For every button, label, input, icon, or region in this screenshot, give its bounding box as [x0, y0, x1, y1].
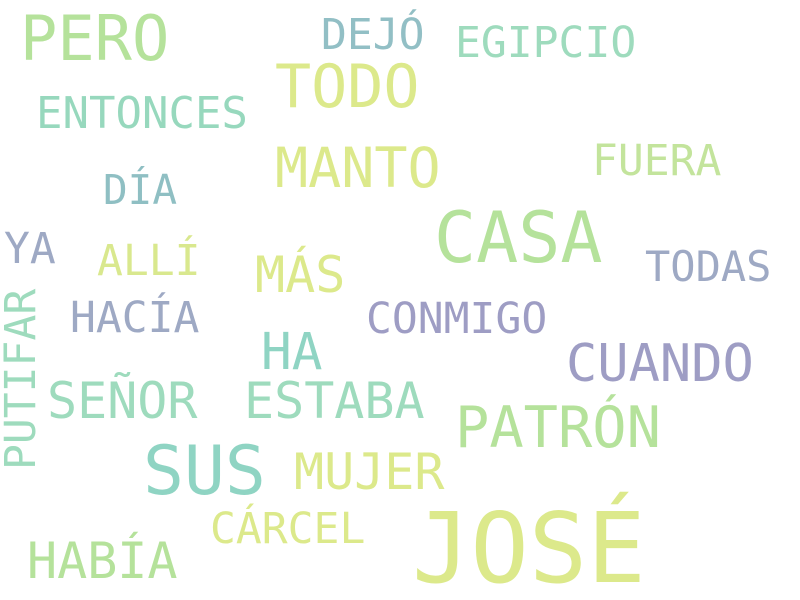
word-entonces: ENTONCES	[36, 88, 248, 139]
word-ha: HA	[261, 323, 323, 382]
word-mujer: MUJER	[294, 443, 445, 501]
word-manto: MANTO	[275, 136, 441, 200]
word-senor: SEÑOR	[47, 372, 198, 430]
word-todo: TODO	[275, 52, 420, 122]
word-carcel: CÁRCEL	[210, 504, 366, 554]
word-mas: MÁS	[255, 246, 346, 304]
word-todas: TODAS	[645, 242, 772, 291]
word-hacia: HACÍA	[70, 293, 200, 343]
word-estaba: ESTABA	[244, 372, 425, 430]
word-dejo: DEJÓ	[321, 10, 425, 60]
word-jose: JOSÉ	[412, 492, 646, 600]
word-putifar: PUTIFAR	[0, 288, 46, 470]
word-egipcio: EGIPCIO	[455, 18, 637, 68]
word-cuando: CUANDO	[566, 334, 754, 394]
word-habia: HABÍA	[27, 532, 178, 590]
word-conmigo: CONMIGO	[366, 294, 548, 344]
word-sus: SUS	[143, 432, 266, 511]
word-pero: PERO	[20, 2, 170, 75]
word-dia: DÍA	[103, 166, 178, 214]
word-patron: PATRÓN	[455, 395, 661, 461]
word-casa: CASA	[434, 197, 603, 279]
word-alli: ALLÍ	[97, 236, 201, 286]
word-ya: YA	[4, 224, 56, 274]
word-fuera: FUERA	[592, 136, 722, 186]
